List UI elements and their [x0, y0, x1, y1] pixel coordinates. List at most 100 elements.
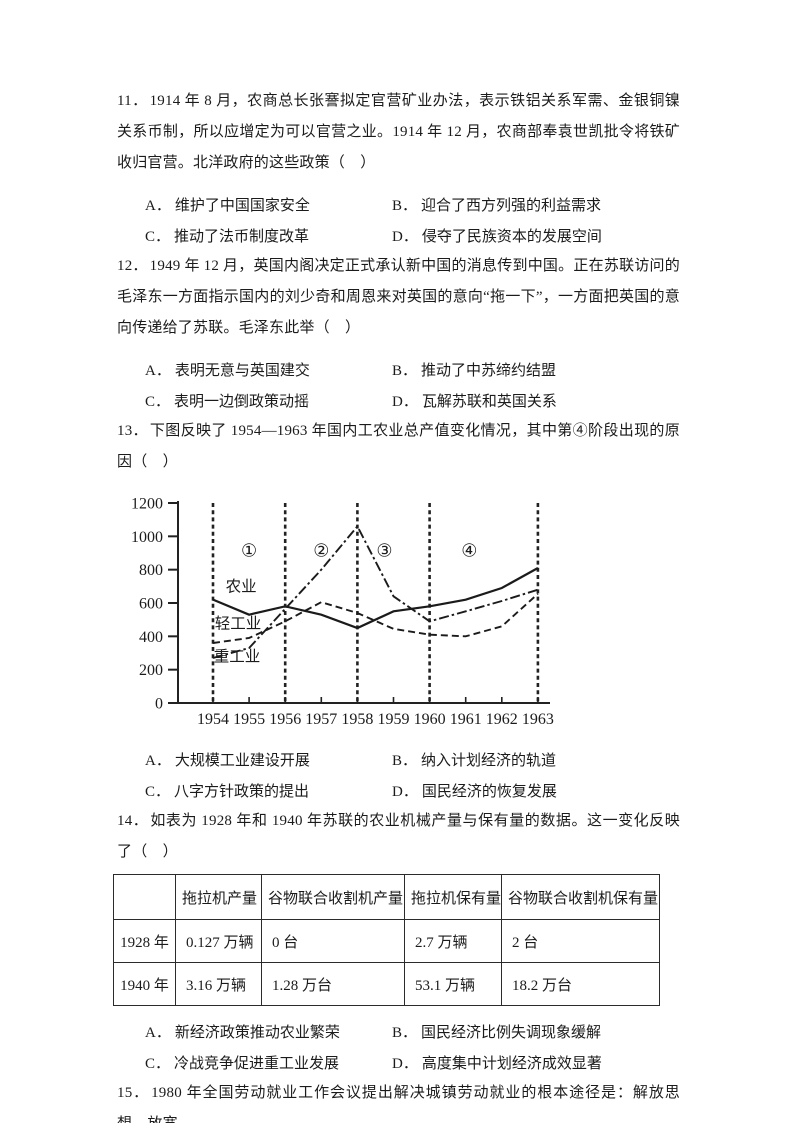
question-11-options: A． 维护了中国国家安全 B． 迎合了西方列强的利益需求 C． 推动了法币制度改革 D… — [117, 189, 680, 251]
svg-text:②: ② — [313, 541, 329, 561]
question-14-options: A． 新经济政策推动农业繁荣 B． 国民经济比例失调现象缓解 C． 冷战竞争促进重工业… — [117, 1016, 680, 1078]
question-text: 1980 年全国劳动就业工作会议提出解决城镇劳动就业的根本途径是：解放思想，放宽 — [117, 1085, 680, 1123]
option-row: A． 维护了中国国家安全 B． 迎合了西方列强的利益需求 — [117, 189, 680, 220]
option-text: 冷战竞争促进重工业发展 — [174, 1056, 340, 1072]
svg-text:200: 200 — [139, 662, 163, 679]
table-cell: 1.28 万台 — [261, 962, 405, 1006]
question-text: 下图反映了 1954—1963 年国内工农业总产值变化情况，其中第④阶段出现的原… — [117, 423, 680, 470]
option-text: 高度集中计划经济成效显著 — [421, 1056, 602, 1072]
table-header-row: 拖拉机产量 谷物联合收割机产量 拖拉机保有量 谷物联合收割机保有量 — [113, 874, 660, 920]
question-12-stem: 12． 1949 年 12 月，英国内阁决定正式承认新中国的消息传到中国。正在苏联… — [117, 251, 680, 344]
question-number: 13． — [117, 423, 148, 439]
option-11-c: C． 推动了法币制度改革 — [145, 225, 392, 246]
option-11-a: A． 维护了中国国家安全 — [145, 194, 392, 215]
option-11-d: D． 侵夺了民族资本的发展空间 — [392, 225, 680, 246]
option-label: A． — [145, 1025, 171, 1041]
option-label: C． — [145, 394, 171, 410]
option-13-a: A． 大规模工业建设开展 — [145, 749, 392, 770]
table-cell: 18.2 万台 — [501, 962, 660, 1006]
question-12-options: A． 表明无意与英国建交 B． 推动了中苏缔约结盟 C． 表明一边倒政策动摇 D． 瓦解… — [117, 354, 680, 416]
option-row: A． 新经济政策推动农业繁荣 B． 国民经济比例失调现象缓解 — [117, 1016, 680, 1047]
option-label: B． — [392, 753, 418, 769]
svg-text:800: 800 — [139, 562, 163, 579]
option-text: 国民经济比例失调现象缓解 — [421, 1025, 602, 1041]
option-text: 侵夺了民族资本的发展空间 — [421, 229, 602, 245]
option-label: A． — [145, 363, 171, 379]
question-13-options: A． 大规模工业建设开展 B． 纳入计划经济的轨道 C． 八字方针政策的提出 D． 国民… — [117, 744, 680, 806]
table-cell: 2 台 — [501, 919, 660, 963]
svg-text:③: ③ — [376, 541, 392, 561]
option-13-c: C． 八字方针政策的提出 — [145, 780, 392, 801]
option-text: 新经济政策推动农业繁荣 — [174, 1025, 340, 1041]
question-number: 14． — [117, 813, 149, 829]
table-header-cell: 谷物联合收割机保有量 — [501, 874, 660, 920]
option-text: 大规模工业建设开展 — [174, 753, 310, 769]
option-label: D． — [392, 229, 418, 245]
option-text: 纳入计划经济的轨道 — [421, 753, 557, 769]
option-text: 国民经济的恢复发展 — [421, 784, 557, 800]
table-cell: 1928 年 — [113, 919, 176, 963]
option-14-a: A． 新经济政策推动农业繁荣 — [145, 1021, 392, 1042]
table-cell: 0.127 万辆 — [175, 919, 262, 963]
option-row: C． 八字方针政策的提出 D． 国民经济的恢复发展 — [117, 775, 680, 806]
svg-text:④: ④ — [461, 541, 477, 561]
svg-text:①: ① — [241, 541, 257, 561]
option-label: C． — [145, 229, 171, 245]
option-text: 维护了中国国家安全 — [174, 198, 310, 214]
svg-text:1000: 1000 — [131, 529, 163, 546]
option-14-c: C． 冷战竞争促进重工业发展 — [145, 1052, 392, 1073]
table-header-cell: 拖拉机产量 — [175, 874, 262, 920]
table-cell: 1940 年 — [113, 962, 176, 1006]
option-text: 推动了中苏缔约结盟 — [421, 363, 557, 379]
svg-text:1959: 1959 — [378, 711, 410, 728]
option-row: C． 表明一边倒政策动摇 D． 瓦解苏联和英国关系 — [117, 385, 680, 416]
svg-text:轻工业: 轻工业 — [215, 614, 262, 632]
machinery-data-table: 拖拉机产量 谷物联合收割机产量 拖拉机保有量 谷物联合收割机保有量 1928 年… — [113, 874, 660, 1006]
table-row: 1928 年 0.127 万辆 0 台 2.7 万辆 2 台 — [113, 919, 660, 963]
option-11-b: B． 迎合了西方列强的利益需求 — [392, 194, 680, 215]
svg-text:1954: 1954 — [197, 711, 229, 728]
svg-text:1958: 1958 — [341, 711, 373, 728]
question-13-stem: 13． 下图反映了 1954—1963 年国内工农业总产值变化情况，其中第④阶段出… — [117, 416, 680, 478]
table-cell: 53.1 万辆 — [404, 962, 502, 1006]
option-12-d: D． 瓦解苏联和英国关系 — [392, 390, 680, 411]
svg-text:1956: 1956 — [269, 711, 301, 728]
table-header-cell: 谷物联合收割机产量 — [261, 874, 405, 920]
question-14-stem: 14． 如表为 1928 年和 1940 年苏联的农业机械产量与保有量的数据。这一… — [117, 806, 680, 868]
table-cell: 0 台 — [261, 919, 405, 963]
option-label: B． — [392, 1025, 418, 1041]
table-header-cell — [113, 874, 176, 920]
option-text: 推动了法币制度改革 — [174, 229, 310, 245]
option-12-c: C． 表明一边倒政策动摇 — [145, 390, 392, 411]
option-label: D． — [392, 784, 418, 800]
svg-text:0: 0 — [155, 696, 163, 713]
option-text: 表明无意与英国建交 — [174, 363, 310, 379]
option-row: C． 推动了法币制度改革 D． 侵夺了民族资本的发展空间 — [117, 220, 680, 251]
svg-text:600: 600 — [139, 596, 163, 613]
table-header-cell: 拖拉机保有量 — [404, 874, 502, 920]
question-11-stem: 11． 1914 年 8 月，农商总长张謇拟定官营矿业办法，表示铁铝关系军需、金银… — [117, 86, 680, 179]
option-label: D． — [392, 394, 418, 410]
option-row: C． 冷战竞争促进重工业发展 D． 高度集中计划经济成效显著 — [117, 1047, 680, 1078]
question-number: 15． — [117, 1085, 150, 1101]
option-text: 瓦解苏联和英国关系 — [421, 394, 557, 410]
option-row: A． 表明无意与英国建交 B． 推动了中苏缔约结盟 — [117, 354, 680, 385]
svg-text:1200: 1200 — [131, 496, 163, 513]
option-label: C． — [145, 784, 171, 800]
svg-text:1955: 1955 — [233, 711, 265, 728]
option-12-a: A． 表明无意与英国建交 — [145, 359, 392, 380]
option-13-b: B． 纳入计划经济的轨道 — [392, 749, 680, 770]
table-cell: 2.7 万辆 — [404, 919, 502, 963]
svg-text:农业: 农业 — [226, 578, 257, 596]
table-cell: 3.16 万辆 — [175, 962, 262, 1006]
svg-text:重工业: 重工业 — [214, 647, 261, 665]
option-14-d: D． 高度集中计划经济成效显著 — [392, 1052, 680, 1073]
svg-text:400: 400 — [139, 629, 163, 646]
question-text: 1949 年 12 月，英国内阁决定正式承认新中国的消息传到中国。正在苏联访问的… — [117, 258, 680, 336]
option-row: A． 大规模工业建设开展 B． 纳入计划经济的轨道 — [117, 744, 680, 775]
question-15-stem: 15．1980 年全国劳动就业工作会议提出解决城镇劳动就业的根本途径是：解放思想… — [117, 1078, 680, 1123]
option-text: 八字方针政策的提出 — [174, 784, 310, 800]
svg-text:1962: 1962 — [486, 711, 518, 728]
option-label: B． — [392, 198, 418, 214]
